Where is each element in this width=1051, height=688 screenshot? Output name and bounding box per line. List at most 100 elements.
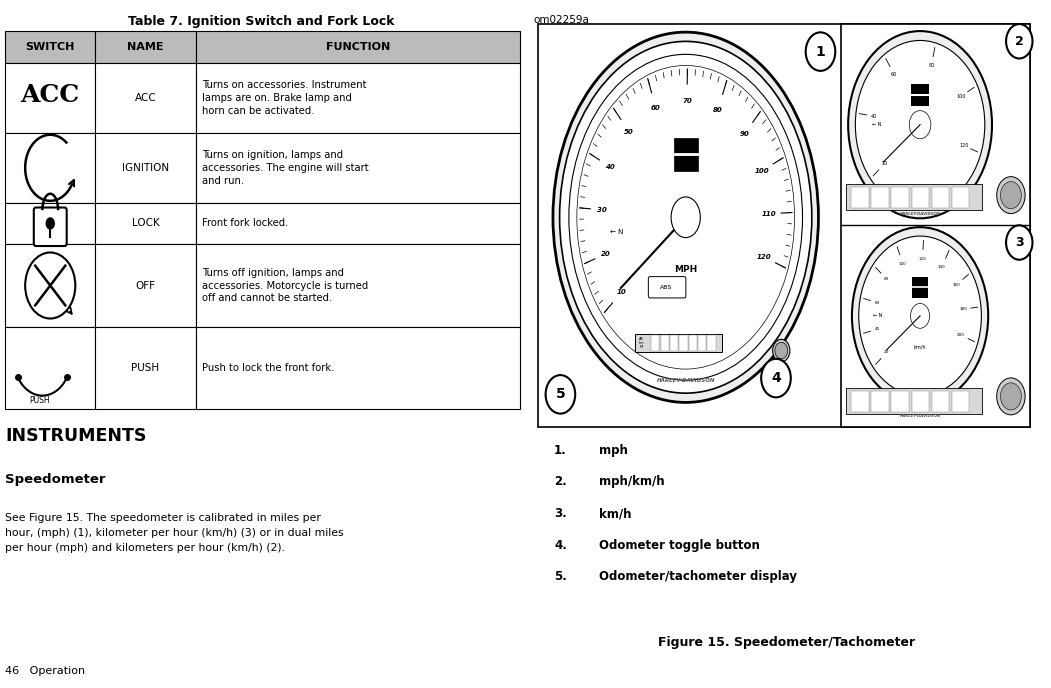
Text: See Figure 15. The speedometer is calibrated in miles per
hour, (mph) (1), kilom: See Figure 15. The speedometer is calibr… — [5, 513, 344, 553]
Circle shape — [996, 378, 1025, 415]
Bar — [841, 24, 1030, 427]
Text: 110: 110 — [762, 211, 777, 217]
Text: 120: 120 — [919, 257, 927, 261]
Text: 20: 20 — [884, 350, 889, 354]
Text: 2: 2 — [1015, 35, 1024, 47]
Ellipse shape — [577, 65, 795, 369]
Bar — [871, 186, 889, 208]
Text: LOCK: LOCK — [131, 219, 160, 228]
Bar — [932, 391, 949, 411]
Text: 160: 160 — [952, 283, 961, 287]
Circle shape — [25, 252, 76, 319]
Circle shape — [859, 236, 982, 396]
Text: 180: 180 — [960, 308, 967, 311]
Bar — [891, 391, 909, 411]
Text: 90: 90 — [740, 131, 749, 137]
Bar — [912, 277, 928, 298]
Bar — [871, 391, 889, 411]
Circle shape — [848, 31, 992, 218]
Circle shape — [545, 375, 575, 413]
Text: 10: 10 — [617, 289, 626, 295]
Circle shape — [856, 41, 985, 209]
Bar — [195, 203, 520, 244]
Text: om02259a: om02259a — [533, 15, 589, 25]
Bar — [851, 391, 868, 411]
Text: INSTRUMENTS: INSTRUMENTS — [5, 427, 146, 444]
Text: HARLEY-DAVIDSON: HARLEY-DAVIDSON — [900, 213, 941, 217]
Bar — [195, 31, 520, 63]
Text: 50: 50 — [624, 129, 634, 135]
Bar — [932, 186, 949, 208]
Text: ABS: ABS — [660, 285, 672, 290]
Text: mph: mph — [599, 444, 627, 457]
Ellipse shape — [559, 41, 811, 393]
Text: Turns on accessories. Instrument
lamps are on. Brake lamp and
horn can be activa: Turns on accessories. Instrument lamps a… — [202, 80, 367, 116]
Bar — [891, 186, 909, 208]
Bar — [635, 334, 722, 352]
Bar — [674, 138, 698, 171]
Bar — [538, 24, 1030, 427]
Circle shape — [1001, 182, 1022, 208]
Text: Turns off ignition, lamps and
accessories. Motorcycle is turned
off and cannot b: Turns off ignition, lamps and accessorie… — [202, 268, 368, 303]
Text: IGNITION: IGNITION — [122, 163, 169, 173]
Bar — [96, 203, 195, 244]
Bar — [195, 244, 520, 327]
Text: 40: 40 — [605, 164, 615, 170]
Text: FUNCTION: FUNCTION — [326, 42, 390, 52]
FancyBboxPatch shape — [34, 208, 66, 246]
Circle shape — [45, 217, 55, 230]
Circle shape — [996, 177, 1025, 213]
Bar — [96, 31, 195, 63]
Text: OFF: OFF — [136, 281, 156, 290]
Text: 20: 20 — [881, 161, 887, 166]
Circle shape — [806, 32, 836, 71]
Bar — [5, 133, 96, 203]
Ellipse shape — [553, 32, 819, 402]
Text: PUSH: PUSH — [131, 363, 160, 373]
Text: HARLEY-DAVIDSON: HARLEY-DAVIDSON — [657, 378, 715, 383]
Bar — [195, 63, 520, 133]
Text: 30: 30 — [597, 207, 607, 213]
Text: mph/km/h: mph/km/h — [599, 475, 664, 488]
Text: SWITCH: SWITCH — [25, 42, 75, 52]
Bar — [96, 327, 195, 409]
Bar — [698, 335, 706, 351]
Text: 80: 80 — [714, 107, 723, 113]
Text: 80: 80 — [928, 63, 934, 68]
Bar — [952, 186, 969, 208]
Bar — [911, 83, 929, 106]
Text: 40: 40 — [875, 327, 880, 331]
Text: km/h: km/h — [913, 345, 926, 350]
Text: PUSH: PUSH — [29, 396, 50, 405]
Text: Push to lock the front fork.: Push to lock the front fork. — [202, 363, 334, 373]
Bar — [195, 133, 520, 203]
Text: 3: 3 — [1015, 236, 1024, 249]
Text: 1.: 1. — [554, 444, 566, 457]
Text: ACC: ACC — [21, 83, 80, 107]
Text: Figure 15. Speedometer/Tachometer: Figure 15. Speedometer/Tachometer — [658, 636, 915, 649]
Text: 40: 40 — [870, 114, 877, 119]
Ellipse shape — [672, 197, 700, 237]
Text: 100: 100 — [899, 261, 907, 266]
Bar — [679, 335, 687, 351]
Text: ← N: ← N — [610, 229, 623, 235]
Circle shape — [909, 111, 931, 139]
Text: 80: 80 — [884, 277, 889, 281]
Text: ACC: ACC — [135, 93, 157, 103]
Bar — [5, 203, 96, 244]
Bar — [652, 335, 659, 351]
Text: Speedometer: Speedometer — [5, 473, 106, 486]
Text: 100: 100 — [755, 167, 769, 173]
Text: HARLEY-DAVIDSON: HARLEY-DAVIDSON — [900, 414, 941, 418]
Bar — [688, 335, 697, 351]
Bar — [846, 184, 982, 211]
Text: Front fork locked.: Front fork locked. — [202, 219, 288, 228]
Text: MPH: MPH — [674, 265, 697, 274]
Text: 60: 60 — [891, 72, 898, 77]
Bar — [851, 186, 868, 208]
Bar — [911, 391, 929, 411]
Circle shape — [761, 359, 790, 398]
Circle shape — [772, 339, 790, 362]
Bar — [96, 244, 195, 327]
Bar — [96, 133, 195, 203]
